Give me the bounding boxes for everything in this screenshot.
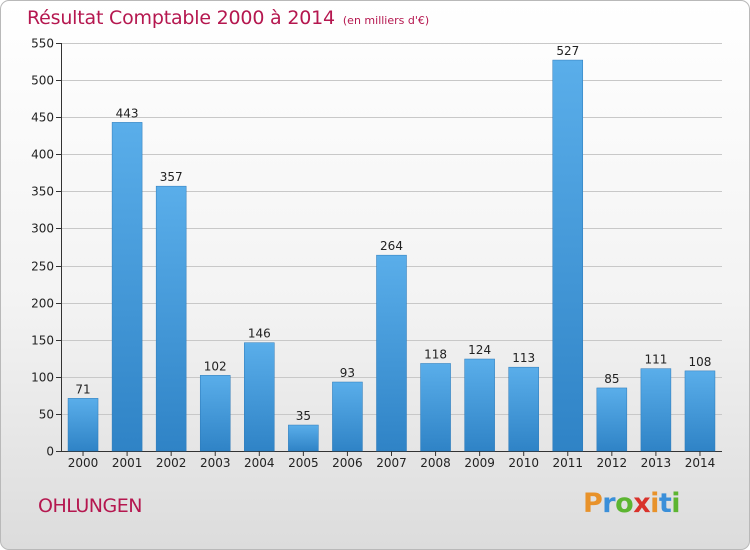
chart-title: Résultat Comptable 2000 à 2014 (en millie… xyxy=(27,7,429,29)
logo-letter: t xyxy=(658,488,672,519)
bar xyxy=(376,254,407,452)
logo-letter: i xyxy=(671,488,681,519)
bar xyxy=(596,387,628,452)
commune-name: OHLUNGEN xyxy=(38,495,142,517)
logo-letter: P xyxy=(583,488,603,519)
data-label: 264 xyxy=(380,239,403,253)
x-tick-label: 2000 xyxy=(68,456,99,470)
chart-title-text: Résultat Comptable 2000 à 2014 xyxy=(27,7,335,29)
x-tick-label: 2013 xyxy=(641,456,672,470)
bar xyxy=(155,185,187,452)
data-label: 146 xyxy=(248,327,271,341)
x-tick-label: 2014 xyxy=(685,456,716,470)
bar xyxy=(199,375,231,452)
logo-letter: r xyxy=(602,488,616,519)
x-tick-label: 2006 xyxy=(332,456,363,470)
logo-letter: o xyxy=(615,488,634,519)
logo-letter: x xyxy=(633,488,651,519)
bar xyxy=(420,363,451,452)
bar xyxy=(640,368,672,452)
bar xyxy=(332,381,363,452)
y-tick-label: 450 xyxy=(31,111,54,125)
x-tick-label: 2004 xyxy=(244,456,275,470)
x-tick-label: 2002 xyxy=(156,456,187,470)
y-tick-label: 50 xyxy=(39,408,54,422)
bar xyxy=(111,122,143,452)
y-tick-label: 150 xyxy=(31,334,54,348)
bar xyxy=(684,370,716,452)
x-tick-label: 2009 xyxy=(464,456,495,470)
y-tick-label: 200 xyxy=(31,297,54,311)
bar xyxy=(288,424,319,452)
proxiti-logo: Proxiti xyxy=(583,488,681,519)
y-tick-label: 100 xyxy=(31,371,54,385)
bar xyxy=(244,342,275,452)
data-label: 113 xyxy=(512,351,535,365)
y-tick-label: 350 xyxy=(31,185,54,199)
data-label: 102 xyxy=(204,359,227,373)
x-tick-label: 2012 xyxy=(597,456,628,470)
data-label: 443 xyxy=(116,106,139,120)
data-label: 527 xyxy=(556,44,579,58)
y-tick-label: 550 xyxy=(31,37,54,51)
data-label: 93 xyxy=(340,366,355,380)
chart-unit-note: (en milliers d'€) xyxy=(342,14,430,27)
data-label: 118 xyxy=(424,347,447,361)
x-tick-label: 2010 xyxy=(508,456,539,470)
data-label: 108 xyxy=(689,355,712,369)
data-label: 124 xyxy=(468,343,491,357)
bar xyxy=(464,358,495,452)
y-tick-label: 300 xyxy=(31,222,54,236)
x-tick-label: 2005 xyxy=(288,456,319,470)
data-label: 111 xyxy=(644,353,667,367)
data-label: 357 xyxy=(160,170,183,184)
data-label: 35 xyxy=(296,409,311,423)
data-label: 85 xyxy=(604,372,619,386)
x-tick-label: 2003 xyxy=(200,456,231,470)
x-tick-label: 2008 xyxy=(420,456,451,470)
x-tick-label: 2011 xyxy=(552,456,583,470)
x-tick-label: 2001 xyxy=(112,456,143,470)
bar xyxy=(67,398,99,452)
logo-letter: i xyxy=(650,488,659,519)
y-tick-label: 400 xyxy=(31,148,54,162)
x-tick-label: 2007 xyxy=(376,456,407,470)
data-label: 71 xyxy=(75,382,90,396)
y-tick-label: 250 xyxy=(31,260,54,274)
y-tick-label: 0 xyxy=(46,445,54,459)
bar xyxy=(552,59,584,452)
bar xyxy=(508,366,539,452)
y-tick-label: 500 xyxy=(31,74,54,88)
